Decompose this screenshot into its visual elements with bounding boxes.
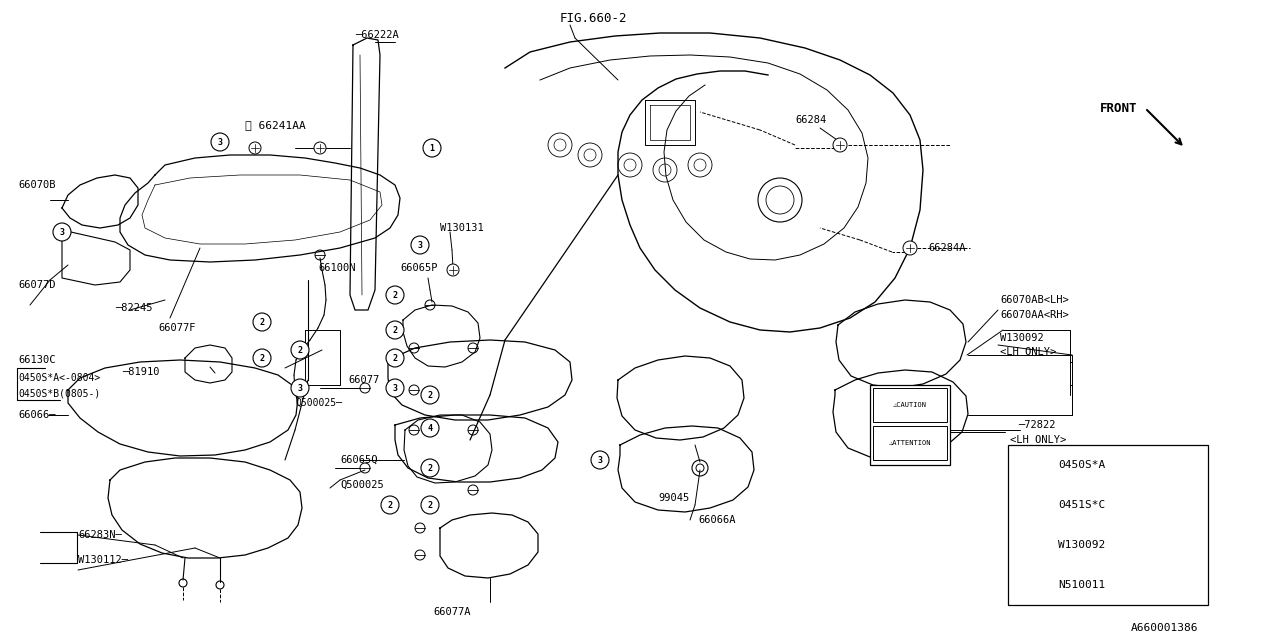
Text: 66284: 66284 xyxy=(795,115,827,125)
Text: 66070B: 66070B xyxy=(18,180,55,190)
Circle shape xyxy=(422,139,442,157)
Text: Q500025─: Q500025─ xyxy=(294,398,342,408)
Circle shape xyxy=(291,379,308,397)
Text: 2: 2 xyxy=(428,463,433,472)
Text: 66065P: 66065P xyxy=(401,263,438,273)
Bar xyxy=(873,388,947,422)
Text: ─81910: ─81910 xyxy=(122,367,160,377)
Text: 1: 1 xyxy=(430,143,434,152)
Circle shape xyxy=(421,419,439,437)
Text: ─66222A: ─66222A xyxy=(355,30,399,40)
Text: 0450S*A<-0804>: 0450S*A<-0804> xyxy=(18,373,100,383)
Circle shape xyxy=(902,241,916,255)
Text: 66283N─: 66283N─ xyxy=(78,530,122,540)
Text: 99045: 99045 xyxy=(658,493,689,503)
Text: 66130C: 66130C xyxy=(18,355,55,365)
Text: 2: 2 xyxy=(393,291,398,300)
Circle shape xyxy=(387,349,404,367)
Text: 0451S*C: 0451S*C xyxy=(1059,500,1105,510)
Circle shape xyxy=(421,459,439,477)
Circle shape xyxy=(591,451,609,469)
Text: 3: 3 xyxy=(59,227,64,237)
Text: 66077F: 66077F xyxy=(157,323,196,333)
Text: W130092: W130092 xyxy=(1000,333,1043,343)
Text: W130112─: W130112─ xyxy=(78,555,128,565)
Text: 0450S*B(0805-): 0450S*B(0805-) xyxy=(18,388,100,398)
Text: ─72822: ─72822 xyxy=(1018,420,1056,430)
Text: 3: 3 xyxy=(598,456,603,465)
Text: 4: 4 xyxy=(428,424,433,433)
Text: 2: 2 xyxy=(393,353,398,362)
Text: 66100N: 66100N xyxy=(317,263,356,273)
Text: 3: 3 xyxy=(297,383,302,392)
Circle shape xyxy=(381,496,399,514)
Circle shape xyxy=(1019,535,1039,555)
Circle shape xyxy=(314,142,326,154)
Text: <LH ONLY>: <LH ONLY> xyxy=(1000,347,1056,357)
Text: <LH ONLY>: <LH ONLY> xyxy=(1010,435,1066,445)
Text: 2: 2 xyxy=(393,326,398,335)
Text: 66077: 66077 xyxy=(348,375,379,385)
Bar xyxy=(873,426,947,460)
Circle shape xyxy=(387,321,404,339)
Text: 3: 3 xyxy=(1027,540,1032,550)
Circle shape xyxy=(250,142,261,154)
Circle shape xyxy=(291,341,308,359)
Text: 2: 2 xyxy=(260,353,265,362)
Circle shape xyxy=(1019,455,1039,475)
Text: ─82245: ─82245 xyxy=(115,303,152,313)
Text: W130131: W130131 xyxy=(440,223,484,233)
Text: 2: 2 xyxy=(388,500,393,509)
Circle shape xyxy=(1019,575,1039,595)
Text: W130092: W130092 xyxy=(1059,540,1105,550)
Text: 66284A: 66284A xyxy=(928,243,965,253)
Circle shape xyxy=(52,223,70,241)
Text: 2: 2 xyxy=(428,390,433,399)
Circle shape xyxy=(387,286,404,304)
Text: 2: 2 xyxy=(1027,500,1032,510)
Text: ⚠CAUTION: ⚠CAUTION xyxy=(893,402,927,408)
Text: 3: 3 xyxy=(417,241,422,250)
Circle shape xyxy=(411,236,429,254)
Circle shape xyxy=(833,138,847,152)
Text: N510011: N510011 xyxy=(1059,580,1105,590)
Bar xyxy=(1009,445,1208,605)
Circle shape xyxy=(421,386,439,404)
Text: 4: 4 xyxy=(1027,580,1032,590)
Text: 2: 2 xyxy=(260,317,265,326)
Text: FRONT: FRONT xyxy=(1100,102,1138,115)
Circle shape xyxy=(387,379,404,397)
Text: 66077A: 66077A xyxy=(433,607,471,617)
Circle shape xyxy=(1019,495,1039,515)
Bar xyxy=(870,385,950,465)
Text: 66070AA<RH>: 66070AA<RH> xyxy=(1000,310,1069,320)
Circle shape xyxy=(211,133,229,151)
Circle shape xyxy=(253,349,271,367)
Text: 0450S*A: 0450S*A xyxy=(1059,460,1105,470)
Circle shape xyxy=(421,496,439,514)
Text: 66066─: 66066─ xyxy=(18,410,55,420)
Text: A660001386: A660001386 xyxy=(1132,623,1199,633)
Text: 66070AB<LH>: 66070AB<LH> xyxy=(1000,295,1069,305)
Text: 66066A: 66066A xyxy=(698,515,736,525)
Text: FIG.660-2: FIG.660-2 xyxy=(561,12,627,24)
Text: 66065Q: 66065Q xyxy=(340,455,378,465)
Text: 3: 3 xyxy=(393,383,398,392)
Text: Q500025: Q500025 xyxy=(340,480,384,490)
Text: 2: 2 xyxy=(428,500,433,509)
Text: 2: 2 xyxy=(297,346,302,355)
Text: ③ 66241AA: ③ 66241AA xyxy=(244,120,306,130)
Text: ⚠ATTENTION: ⚠ATTENTION xyxy=(888,440,932,446)
Text: 3: 3 xyxy=(218,138,223,147)
Circle shape xyxy=(447,264,460,276)
Text: 66077D: 66077D xyxy=(18,280,55,290)
Circle shape xyxy=(253,313,271,331)
Text: 1: 1 xyxy=(1027,460,1032,470)
